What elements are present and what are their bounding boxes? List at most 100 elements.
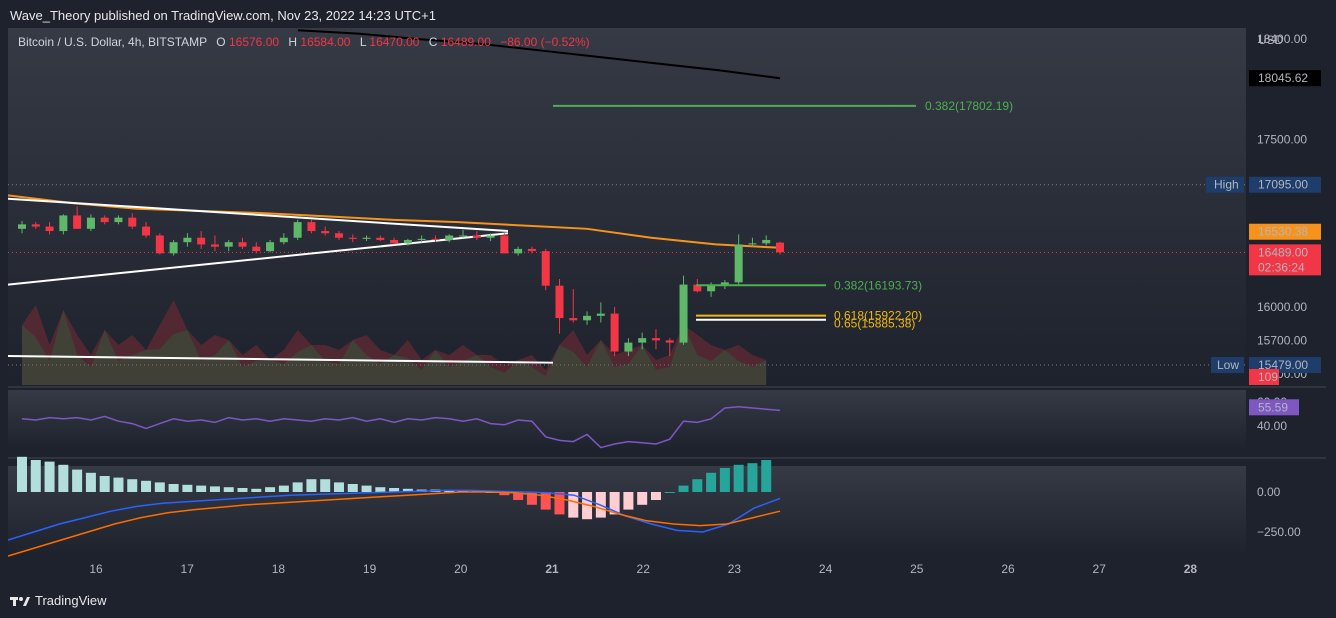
macd-histogram-bar (664, 492, 675, 493)
price-pane-bg (8, 28, 1246, 385)
candle (720, 282, 729, 285)
fib-65-label: 0.65(15885.38) (834, 317, 915, 331)
candle (651, 338, 660, 341)
rsi-tag-bg (1249, 399, 1299, 416)
support-trendline (8, 354, 554, 364)
candle (776, 242, 784, 253)
macd-histogram-bar (719, 468, 730, 492)
macd-histogram-bar (361, 485, 372, 492)
price-axis-tick: 16000.00 (1257, 300, 1307, 314)
rsi-axis-tick: 40.00 (1257, 419, 1287, 433)
low-label: L (359, 35, 367, 49)
macd-histogram-bar (141, 480, 152, 492)
time-axis-tick: 28 (1184, 562, 1198, 576)
macd-histogram-bar (623, 492, 634, 510)
chart-svg[interactable]: 0.382(17802.19) 0.382(16193.73) 0.618(1592… (8, 28, 1326, 584)
macd-axis-tick: −250.00 (1257, 525, 1301, 539)
macd-histogram-bar (58, 464, 69, 492)
candle (59, 215, 68, 232)
candle (486, 235, 495, 238)
high-label: High (1214, 178, 1239, 192)
close-label: C (428, 35, 438, 49)
candle (252, 246, 261, 252)
macd-histogram-bar (113, 477, 124, 492)
macd-histogram-bar (609, 492, 620, 515)
low-value: 16470.00 (369, 35, 420, 49)
candle (459, 235, 468, 237)
candle (155, 235, 164, 254)
macd-pane-bg (8, 466, 1246, 556)
ma100-price-tag: 16530.38 (1258, 225, 1308, 239)
price-axis-tick: 18400.00 (1257, 32, 1307, 46)
time-axis-tick: 16 (89, 562, 103, 576)
macd-histogram-bar (278, 485, 289, 492)
high-price-tag: 17095.00 (1258, 178, 1308, 192)
tradingview-logo[interactable]: TradingView (10, 593, 107, 608)
macd-histogram-bar (30, 460, 41, 492)
candle (18, 224, 26, 229)
candle (128, 217, 137, 227)
candle (114, 217, 123, 223)
candle (500, 235, 509, 254)
low-label: Low (1217, 358, 1239, 372)
time-axis-tick: 25 (910, 562, 924, 576)
macd-histogram-bar (513, 492, 524, 500)
macd-histogram-bar (540, 492, 551, 510)
time-axis-tick: 17 (181, 562, 195, 576)
macd-histogram-bar (761, 460, 772, 492)
price-axis-tick: 17500.00 (1257, 133, 1307, 147)
macd-histogram-bar (458, 490, 469, 492)
volume-tag: 109 (1258, 370, 1278, 384)
candle (693, 284, 702, 292)
high-label-bg (1206, 176, 1244, 193)
candle (224, 242, 233, 247)
macd-line (8, 489, 781, 541)
candle (279, 237, 288, 243)
macd-histogram-bar (747, 463, 758, 492)
macd-histogram-bar (265, 487, 276, 492)
candle (31, 224, 40, 227)
macd-histogram-bar (733, 464, 744, 492)
macd-histogram-bar (320, 479, 331, 492)
macd-signal-line (8, 491, 781, 557)
close-value: 16489.00 (440, 35, 491, 49)
candle (169, 242, 178, 254)
low-label-bg (1211, 357, 1244, 374)
macd-histogram-bar (706, 472, 717, 492)
chart-legend: Bitcoin / U.S. Dollar, 4h, BITSTAMP O 16… (18, 35, 590, 49)
candle (210, 244, 219, 247)
macd-histogram-bar (375, 487, 386, 492)
change-value: −86.00 (−0.52%) (500, 35, 590, 49)
candle (362, 237, 371, 239)
macd-histogram-bar (154, 482, 165, 492)
macd-histogram-bar (347, 484, 358, 492)
candle (390, 239, 399, 244)
rsi-line (21, 406, 781, 449)
candle (266, 242, 275, 252)
macd-histogram-bar (237, 488, 248, 492)
low-price-tag: 15479.00 (1258, 358, 1308, 372)
time-axis-tick: 27 (1093, 562, 1107, 576)
candle (86, 217, 95, 229)
macd-histogram-bar (196, 485, 207, 492)
macd-histogram-bar (402, 488, 413, 492)
candle (665, 340, 674, 343)
macd-histogram-bar (127, 479, 138, 492)
header: Wave_Theory published on TradingView.com… (0, 0, 1336, 30)
brand-label: TradingView (35, 593, 107, 608)
macd-histogram-bar (650, 492, 661, 500)
macd-histogram-bar (692, 479, 703, 492)
rsi-value-tag: 55.59 (1258, 400, 1288, 414)
candle (527, 248, 536, 252)
volume-tag-bg (1249, 369, 1279, 385)
macd-histogram-bar (333, 482, 344, 492)
candle (445, 235, 454, 240)
ma100-line (8, 194, 781, 249)
candle (238, 242, 247, 247)
published-line: Wave_Theory published on TradingView.com… (10, 8, 436, 23)
chart-frame[interactable]: 0.382(17802.19) 0.382(16193.73) 0.618(1592… (8, 28, 1326, 584)
candle (73, 215, 82, 229)
candle (555, 285, 564, 319)
macd-histogram-bar (251, 488, 262, 492)
candle (638, 338, 647, 343)
